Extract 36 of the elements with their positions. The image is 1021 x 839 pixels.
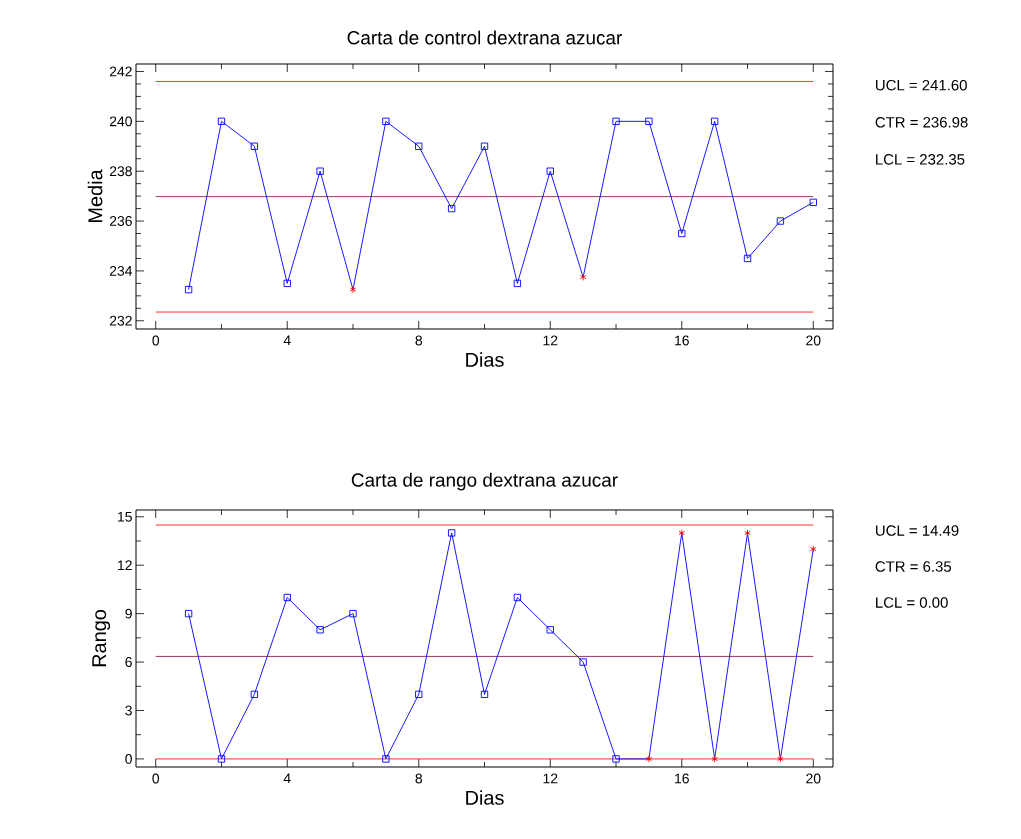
x-tick-label: 12 [543, 335, 558, 346]
y-tick-label: 6 [125, 657, 132, 668]
chart-title: Carta de rango dextrana azucar [351, 472, 618, 491]
y-tick-label: 12 [118, 560, 132, 571]
y-axis-title: Media [87, 169, 103, 222]
x-tick-label: 4 [283, 773, 291, 784]
x-tick-label: 20 [806, 335, 821, 346]
text: LCL = 232.35 [876, 154, 965, 165]
x-tick-label: 20 [806, 773, 821, 784]
y-tick-label: 238 [109, 166, 132, 177]
y-tick-label: 3 [125, 705, 132, 716]
y-tick-label: 234 [109, 265, 133, 276]
y-tick-label: 232 [109, 315, 132, 326]
x-tick-label: 0 [152, 773, 160, 784]
text: CTR = 236.98 [875, 117, 968, 128]
x-axis-title: Dias [466, 790, 504, 805]
x-tick-label: 8 [415, 773, 423, 784]
y-tick-label: 15 [118, 511, 132, 522]
x-tick-label: 4 [283, 335, 291, 346]
x-tick-label: 8 [415, 335, 423, 346]
y-tick-label: 236 [109, 216, 132, 226]
x-tick-label: 0 [152, 335, 160, 346]
y-tick-label: 9 [125, 608, 132, 619]
y-axis-title: Rango [92, 609, 111, 667]
chart-title: Carta de control dextrana azucar [347, 30, 622, 45]
x-axis-title: Dias [466, 352, 504, 367]
y-tick-label: 240 [109, 116, 132, 127]
text: UCL = 14.49 [876, 525, 959, 536]
text: LCL = 0.00 [876, 597, 948, 608]
x-tick-label: 16 [675, 773, 689, 784]
y-tick-label: 242 [109, 66, 132, 77]
text: CTR = 6.35 [875, 561, 952, 572]
x-tick-label: 12 [543, 773, 558, 784]
y-tick-label: 0 [125, 753, 132, 764]
text: UCL = 241.60 [876, 79, 967, 91]
x-tick-label: 16 [675, 335, 689, 346]
